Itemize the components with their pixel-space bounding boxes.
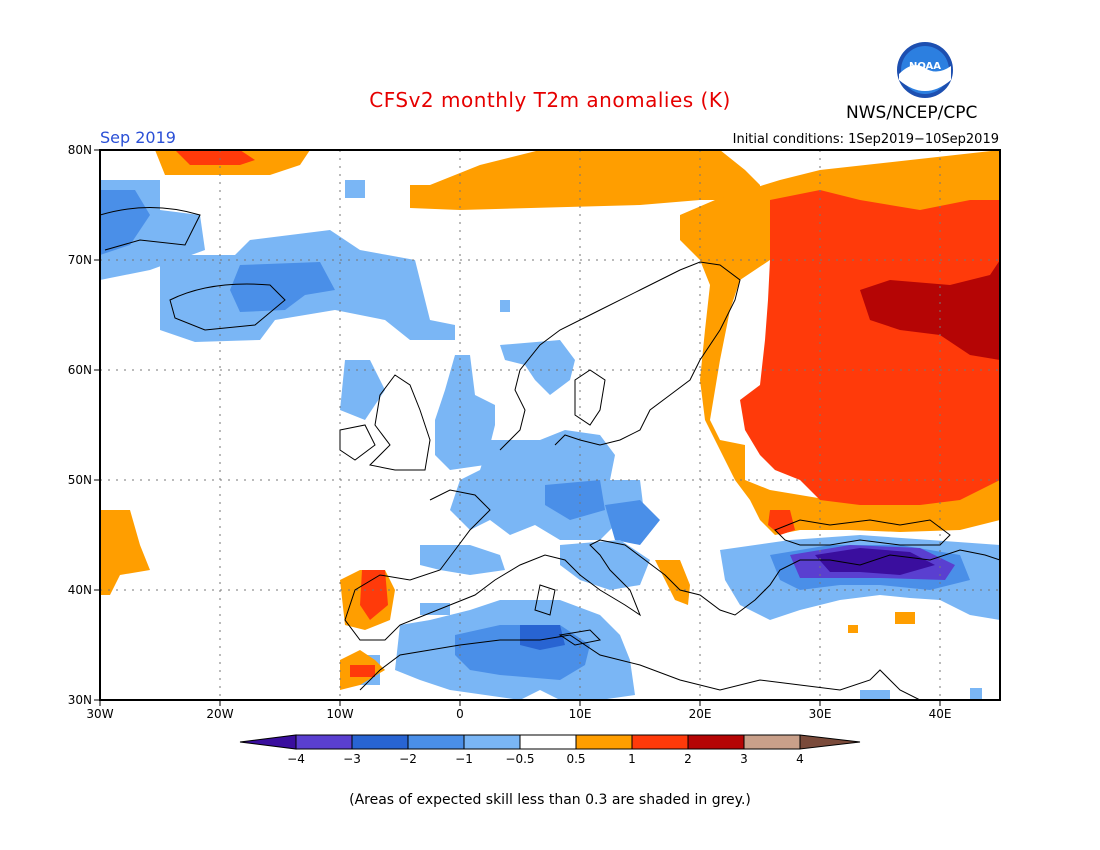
colorbar-labels: −4 −3 −2 −1 −0.5 0.5 1 2 3 4 [287, 752, 804, 766]
lon-label: 10E [569, 707, 592, 721]
colorbar-cell [575, 734, 633, 750]
lat-label: 60N [68, 363, 92, 377]
colorbar-cell [295, 734, 353, 750]
colorbar-tick: −3 [343, 752, 361, 766]
colorbar-tick: 3 [740, 752, 748, 766]
map-gridlines [100, 150, 1000, 700]
lon-label: 10W [326, 707, 353, 721]
colorbar-tick: 0.5 [566, 752, 585, 766]
colorbar-tick: −0.5 [505, 752, 534, 766]
lon-label: 20E [689, 707, 712, 721]
map-frame [99, 149, 1001, 701]
colorbar-cell [463, 734, 521, 750]
colorbar-tick: 4 [796, 752, 804, 766]
colorbar-tick: −2 [399, 752, 417, 766]
colorbar [239, 734, 861, 750]
lat-label: 50N [68, 473, 92, 487]
colorbar-tick: −1 [455, 752, 473, 766]
colorbar-cell [239, 734, 297, 750]
noaa-logo-text: NOAA [909, 61, 941, 72]
colorbar-cell [407, 734, 465, 750]
skill-footnote: (Areas of expected skill less than 0.3 a… [349, 792, 751, 808]
lon-label: 30W [86, 707, 113, 721]
colorbar-cell [351, 734, 409, 750]
colorbar-cell [687, 734, 745, 750]
lat-label: 40N [68, 583, 92, 597]
colorbar-cell [519, 734, 577, 750]
anomaly-shading [100, 150, 1000, 700]
colorbar-tick: −4 [287, 752, 305, 766]
colorbar-tick: 1 [628, 752, 636, 766]
coastlines [100, 207, 1000, 700]
lat-label: 70N [68, 253, 92, 267]
initial-conditions: Initial conditions: 1Sep2019−10Sep2019 [732, 132, 999, 147]
agency-label: NWS/NCEP/CPC [846, 103, 978, 123]
lon-label: 20W [206, 707, 233, 721]
noaa-logo: NOAA [897, 42, 953, 98]
lon-label: 30E [809, 707, 832, 721]
lon-label: 0 [456, 707, 464, 721]
lat-label: 80N [68, 143, 92, 157]
colorbar-cell [799, 734, 861, 750]
colorbar-cell [631, 734, 689, 750]
lat-label: 30N [68, 693, 92, 707]
month-label: Sep 2019 [100, 128, 176, 147]
colorbar-cell [743, 734, 801, 750]
map-title: CFSv2 monthly T2m anomalies (K) [369, 88, 731, 112]
colorbar-tick: 2 [684, 752, 692, 766]
lon-label: 40E [929, 707, 952, 721]
